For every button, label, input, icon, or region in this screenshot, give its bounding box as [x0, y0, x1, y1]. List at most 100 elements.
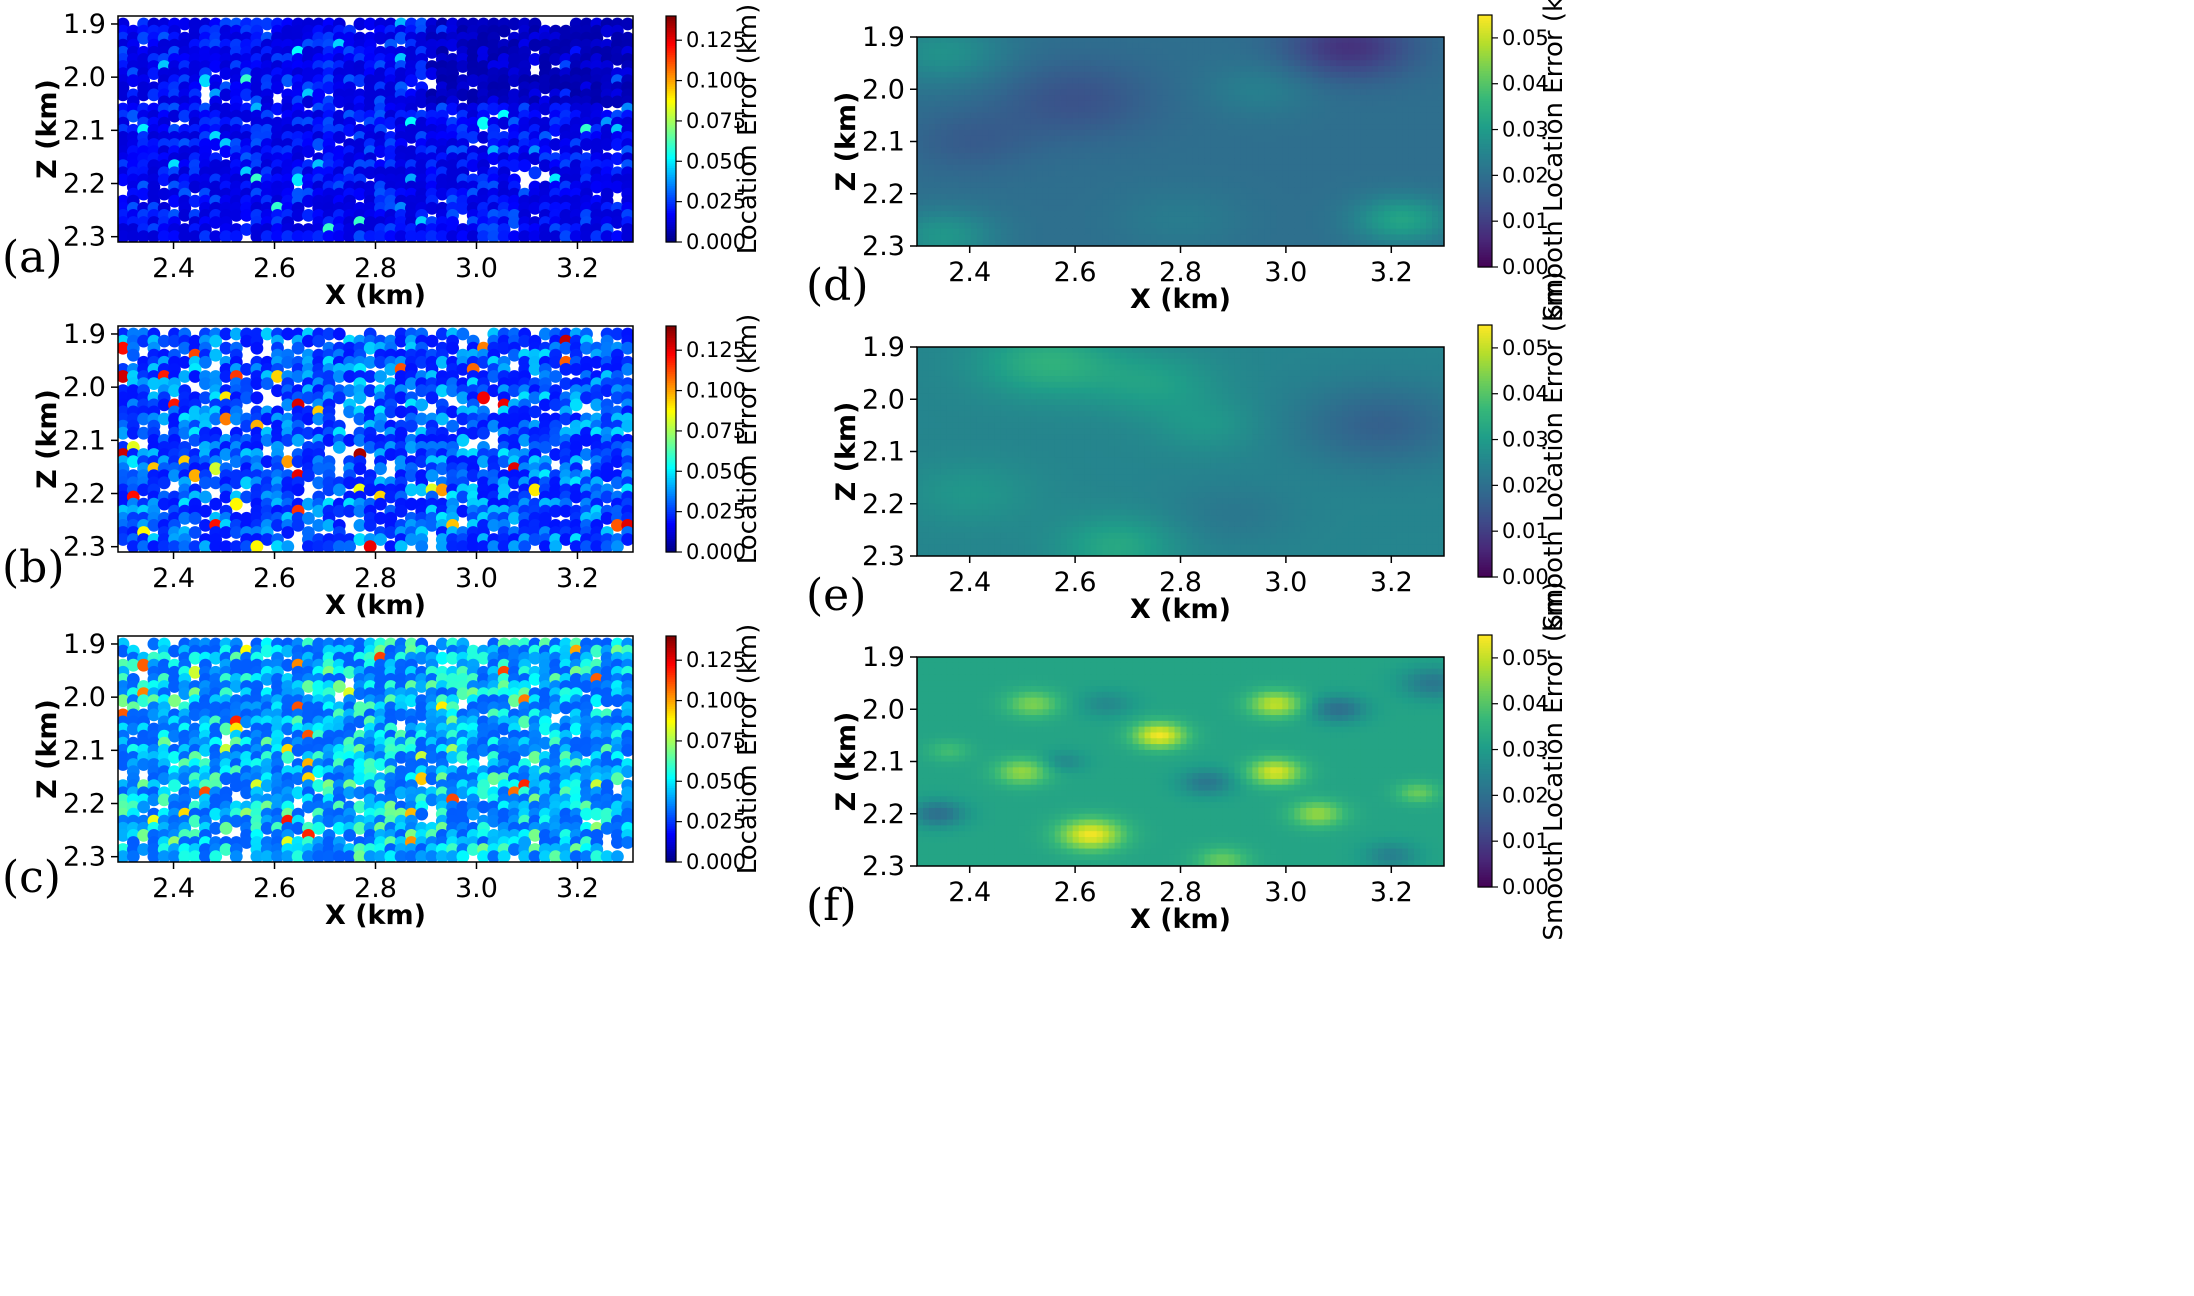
scatter-point: [343, 123, 356, 137]
colorbar-segment: [666, 457, 676, 460]
scatter-point: [611, 152, 624, 166]
heatmap-cell: [1420, 42, 1427, 50]
scatter-point: [137, 658, 151, 672]
scatter-point: [147, 377, 161, 390]
heatmap-cell: [958, 37, 966, 44]
scatter-point: [528, 53, 542, 66]
heatmap-cell: [1036, 37, 1044, 44]
heatmap-cell: [1006, 37, 1014, 44]
scatter-point: [312, 540, 326, 552]
scatter-point: [425, 469, 439, 483]
scatter-point: [126, 74, 140, 88]
colorbar-segment: [666, 504, 676, 508]
scatter-point: [332, 230, 346, 242]
x-tick-label: 2.6: [253, 873, 296, 904]
panel-label: (b): [2, 542, 65, 593]
x-tick-label: 3.0: [455, 563, 498, 594]
heatmap-cell: [970, 54, 978, 61]
scatter-point: [291, 433, 305, 447]
colorbar-segment: [666, 190, 676, 193]
scatter-point: [199, 391, 212, 405]
heatmap-cell: [1180, 66, 1188, 73]
heatmap-cell: [1270, 48, 1277, 56]
heatmap-cell: [1192, 60, 1200, 67]
colorbar-segment: [666, 239, 676, 243]
heatmap-cell: [940, 54, 948, 61]
heatmap-cell: [1054, 60, 1062, 67]
heatmap-cell: [1258, 60, 1265, 67]
heatmap-cell: [964, 37, 972, 44]
colorbar-segment: [666, 452, 676, 456]
heatmap-cell: [1426, 37, 1433, 44]
scatter-point: [528, 363, 542, 376]
heatmap-cell: [1096, 66, 1104, 73]
scatter-point: [229, 540, 243, 552]
heatmap-cell: [952, 60, 960, 67]
heatmap-cell: [1414, 37, 1421, 44]
scatter-point: [435, 230, 449, 242]
scatter-point: [219, 448, 233, 461]
scatter-point: [363, 384, 377, 398]
scatter-point: [271, 519, 284, 532]
scatter-point: [188, 540, 202, 552]
colorbar-segment: [666, 25, 676, 28]
colorbar-segment: [666, 402, 676, 406]
scatter-point: [281, 230, 295, 242]
scatter-point: [199, 519, 212, 532]
scatter-point: [405, 533, 418, 546]
heatmap-cell: [988, 54, 996, 61]
colorbar-frame: [665, 325, 677, 553]
heatmap-cell: [1324, 66, 1331, 73]
colorbar-tick-label: 0.100: [686, 69, 746, 93]
colorbar-segment: [666, 158, 676, 162]
scatter-point: [538, 159, 552, 173]
scatter-point: [508, 476, 521, 490]
scatter-point: [435, 540, 449, 552]
scatter-point: [302, 412, 315, 426]
heatmap-cell: [1030, 54, 1038, 61]
heatmap-cell: [1402, 54, 1409, 61]
scatter-point: [271, 384, 284, 398]
heatmap-cell: [1402, 48, 1409, 56]
colorbar-tick-label: 0.025: [686, 190, 746, 214]
scatter-point: [497, 341, 511, 355]
scatter-point: [621, 363, 633, 376]
scatter-point: [271, 102, 284, 116]
scatter-point: [528, 166, 542, 180]
scatter-point: [508, 230, 521, 242]
heatmap-cell: [1144, 37, 1152, 44]
heatmap-cell: [1096, 37, 1104, 44]
scatter-point: [147, 88, 161, 102]
scatter-point: [528, 38, 542, 52]
scatter-point: [168, 469, 181, 483]
heatmap-cell: [1054, 42, 1062, 50]
scatter-point: [518, 230, 532, 242]
colorbar-segment: [666, 232, 676, 236]
heatmap-cell: [1300, 60, 1307, 67]
scatter-point: [477, 230, 490, 242]
heatmap-cell: [1408, 37, 1415, 44]
scatter-point: [219, 341, 233, 355]
scatter-point: [435, 327, 449, 341]
scatter-point: [363, 230, 377, 242]
colorbar-segment: [666, 77, 676, 80]
heatmap-cell: [1276, 42, 1283, 50]
y-tick-label: 2.2: [63, 169, 106, 200]
scatter-point: [219, 145, 233, 159]
colorbar-segment: [666, 133, 676, 137]
heatmap-cell: [1396, 37, 1403, 44]
colorbar-segment: [666, 407, 676, 411]
heatmap-cell: [1312, 66, 1319, 73]
scatter-point: [477, 426, 490, 440]
heatmap-cell: [1240, 42, 1247, 50]
scatter-point: [518, 334, 532, 348]
heatmap-cell: [1114, 60, 1122, 67]
heatmap-cell: [1408, 54, 1415, 61]
scatter-point: [260, 17, 274, 31]
scatter-point: [291, 370, 305, 383]
panel-label: (c): [2, 852, 61, 903]
heatmap-cell: [1168, 60, 1176, 67]
heatmap-cell: [940, 37, 948, 44]
heatmap-cell: [1336, 54, 1343, 61]
heatmap-cell: [1042, 48, 1050, 56]
